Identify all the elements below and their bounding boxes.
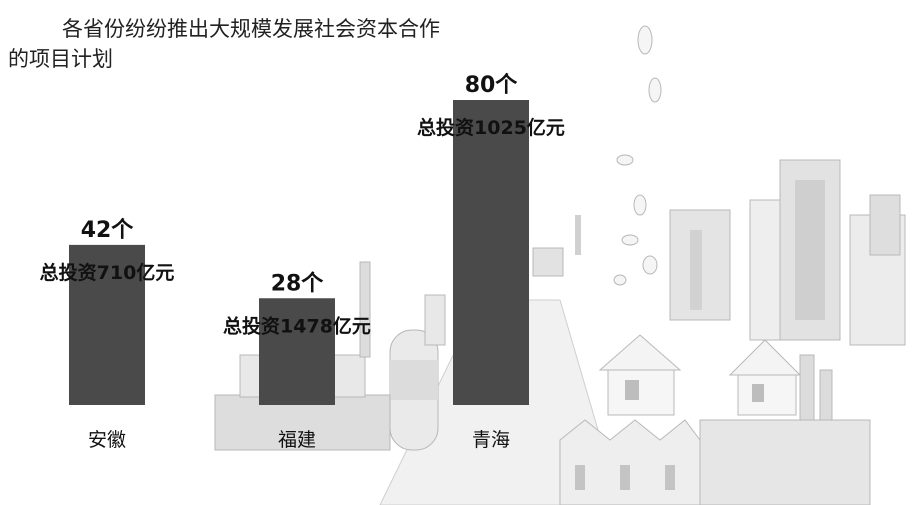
investment-label-1: 总投资710亿元 xyxy=(40,261,175,284)
category-label-1: 安徽 xyxy=(88,429,126,451)
value-label-3: 80个 xyxy=(465,73,519,98)
chart-title-line1: 各省份纷纷推出大规模发展社会资本合作 xyxy=(62,17,440,41)
category-label-3: 青海 xyxy=(472,429,510,451)
investment-label-2: 总投资1478亿元 xyxy=(223,314,371,337)
city-illustration xyxy=(214,25,906,505)
bar-2 xyxy=(259,298,335,405)
value-label-1: 42个 xyxy=(81,218,135,243)
value-label-2: 28个 xyxy=(271,271,325,296)
bar-3 xyxy=(453,100,529,405)
chart-title: 各省份纷纷推出大规模发展社会资本合作 的项目计划 xyxy=(8,14,458,74)
chart-title-line2: 的项目计划 xyxy=(8,47,113,71)
investment-label-3: 总投资1025亿元 xyxy=(417,116,565,139)
bar-1 xyxy=(69,244,145,405)
category-label-2: 福建 xyxy=(278,429,316,451)
